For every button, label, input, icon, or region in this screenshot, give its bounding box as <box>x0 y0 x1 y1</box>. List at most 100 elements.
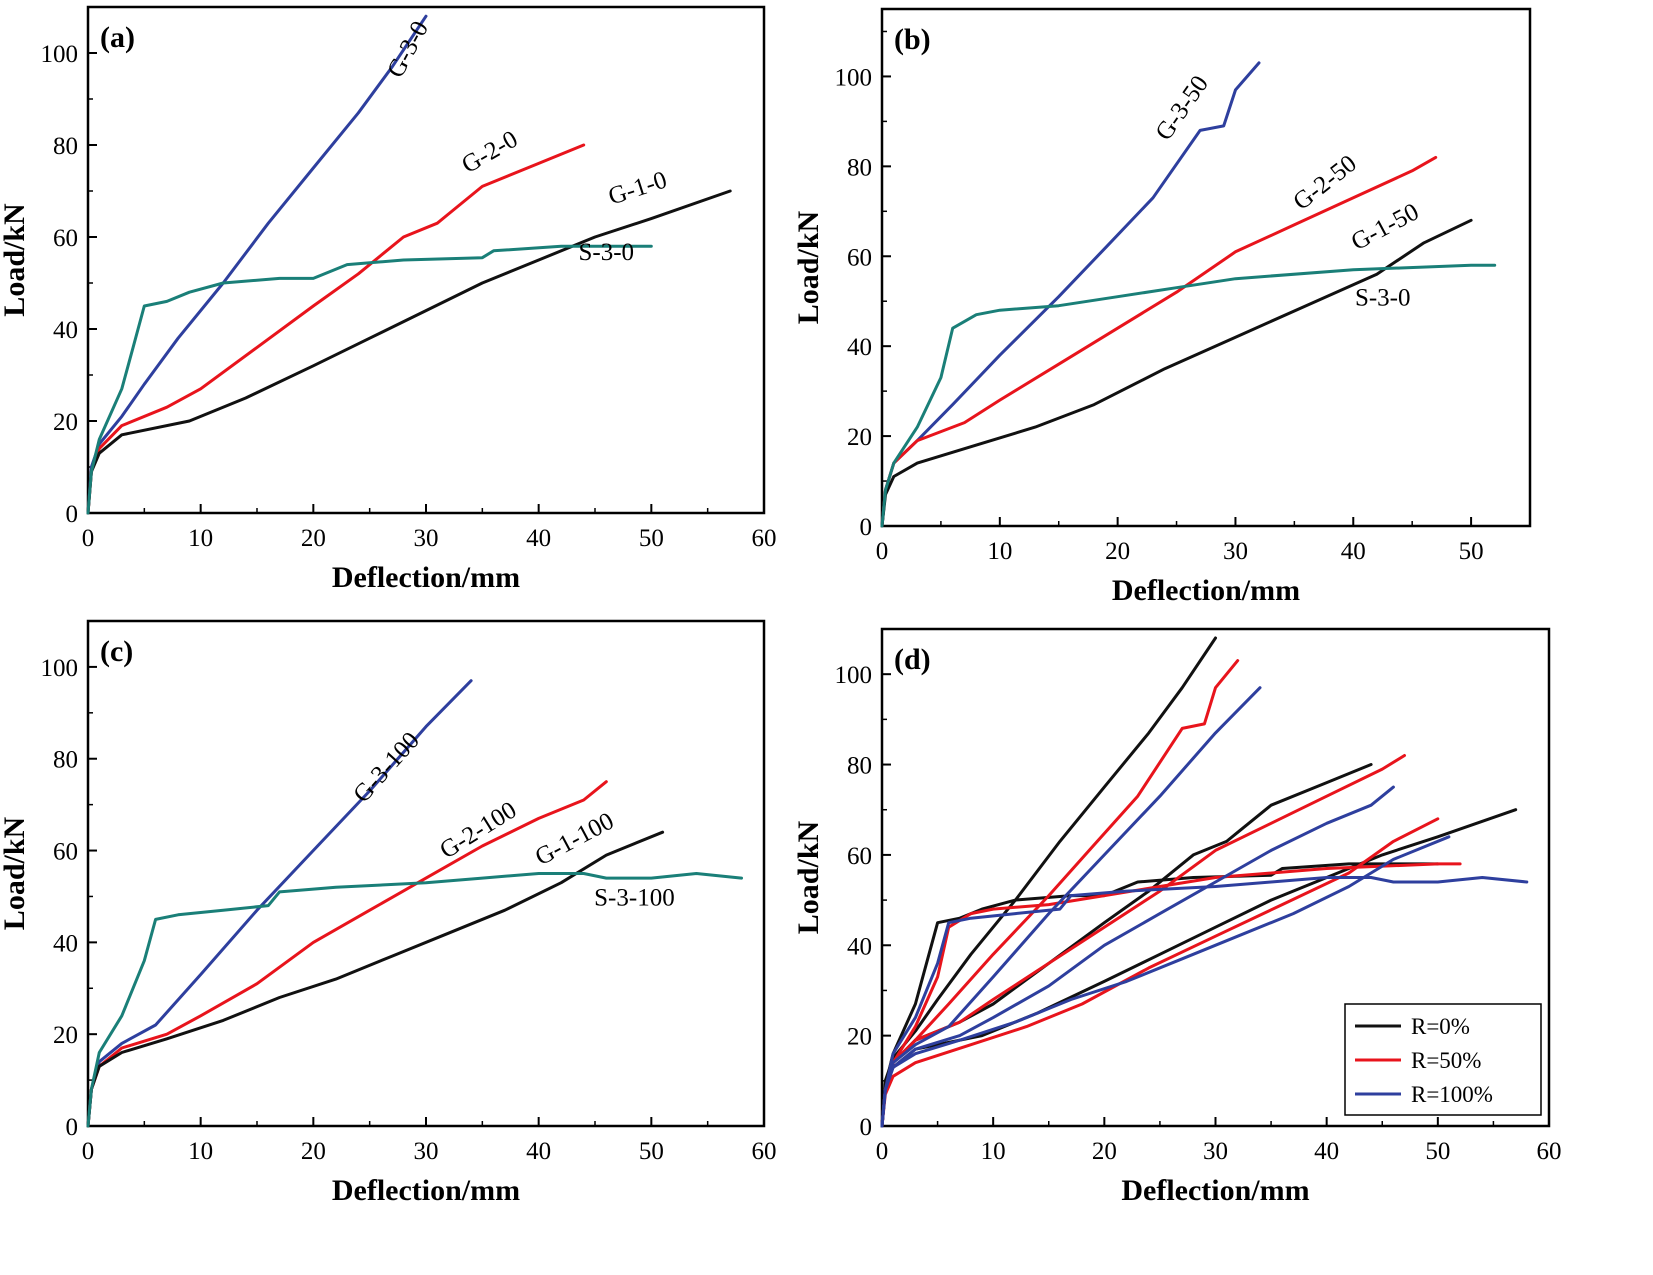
series-label: G-3-100 <box>348 727 425 808</box>
y-tick-label: 40 <box>53 317 78 344</box>
x-tick-label: 0 <box>876 538 889 565</box>
y-tick-label: 60 <box>53 225 78 252</box>
series-line <box>880 636 1217 1128</box>
x-tick-label: 0 <box>82 525 95 552</box>
y-tick-label: 0 <box>860 514 873 541</box>
x-tick-label: 30 <box>414 1138 439 1165</box>
x-tick-label: 10 <box>987 538 1012 565</box>
panel-label: (c) <box>100 635 133 668</box>
y-tick-label: 80 <box>847 753 872 780</box>
series-label: G-3-50 <box>1150 71 1214 146</box>
x-tick-label: 30 <box>414 525 439 552</box>
series-line <box>880 835 1451 1128</box>
y-tick-label: 20 <box>847 1024 872 1051</box>
panel-c: 0 10 20 30 40 50 60 0 20 40 60 80 100 Deflection/mm Lo… <box>0 619 777 1207</box>
series-line <box>880 785 1395 1128</box>
series-line <box>880 862 1462 1128</box>
series-label: S-3-100 <box>594 885 675 912</box>
series-label: G-2-50 <box>1288 150 1362 216</box>
x-tick-label: 30 <box>1203 1138 1228 1165</box>
x-tick-label: 60 <box>752 525 777 552</box>
series-line <box>86 780 608 1128</box>
x-axis-title: Deflection/mm <box>1121 1174 1309 1207</box>
y-tick-label: 80 <box>847 154 872 181</box>
x-axis-title: Deflection/mm <box>332 1174 520 1207</box>
x-tick-label: 50 <box>1425 1138 1450 1165</box>
x-tick-label: 60 <box>1537 1138 1562 1165</box>
x-tick-label: 20 <box>301 1138 326 1165</box>
x-tick-label: 0 <box>82 1138 95 1165</box>
y-tick-label: 100 <box>41 41 79 68</box>
panel-label: (b) <box>894 23 931 56</box>
series-label: G-2-100 <box>435 797 521 865</box>
x-tick-label: 40 <box>1341 538 1366 565</box>
x-tick-label: 50 <box>639 1138 664 1165</box>
y-tick-label: 60 <box>53 839 78 866</box>
y-axis-title: Load/kN <box>792 820 825 934</box>
x-tick-label: 60 <box>752 1138 777 1165</box>
y-tick-label: 20 <box>53 409 78 436</box>
series-line <box>86 14 428 515</box>
y-axis-title: Load/kN <box>0 816 31 930</box>
y-axis-title: Load/kN <box>0 203 31 317</box>
series-label: G-1-50 <box>1347 198 1423 256</box>
panel-b: 0 10 20 30 40 50 0 20 40 60 80 100 Deflection/mm Load… <box>792 7 1532 607</box>
y-tick-label: 80 <box>53 747 78 774</box>
series-line <box>86 244 653 515</box>
y-tick-label: 20 <box>53 1022 78 1049</box>
x-tick-label: 20 <box>1092 1138 1117 1165</box>
y-tick-label: 40 <box>847 933 872 960</box>
x-tick-label: 0 <box>876 1138 889 1165</box>
x-tick-label: 20 <box>301 525 326 552</box>
y-tick-label: 100 <box>835 662 873 689</box>
series-line <box>880 763 1373 1128</box>
series-line <box>86 189 732 515</box>
series-line <box>880 754 1406 1128</box>
y-tick-label: 0 <box>860 1114 873 1141</box>
series-label: S-3-0 <box>578 239 634 266</box>
series-line <box>880 155 1438 528</box>
legend-label: R=0% <box>1411 1014 1470 1039</box>
series-line <box>880 817 1440 1128</box>
series-label: G-1-0 <box>605 166 670 210</box>
x-tick-label: 10 <box>981 1138 1006 1165</box>
y-tick-label: 40 <box>847 334 872 361</box>
series-label: G-2-0 <box>457 126 522 179</box>
series-label: S-3-0 <box>1355 285 1411 312</box>
plot-frame <box>880 7 1532 528</box>
y-tick-label: 40 <box>53 930 78 957</box>
x-axis-title: Deflection/mm <box>332 561 520 594</box>
panel-d: 0 10 20 30 40 50 60 0 20 40 60 80 100 Deflection/mm Lo… <box>792 627 1562 1207</box>
legend-label: R=100% <box>1411 1082 1493 1107</box>
series-line <box>86 872 743 1128</box>
y-tick-label: 100 <box>41 655 79 682</box>
x-tick-label: 50 <box>1459 538 1484 565</box>
series-line <box>880 218 1473 528</box>
series-label: G-3-0 <box>382 17 434 82</box>
x-tick-label: 40 <box>526 525 551 552</box>
legend-label: R=50% <box>1411 1048 1481 1073</box>
panel-label: (d) <box>894 643 931 676</box>
plot-frame <box>86 619 766 1128</box>
series-line <box>86 830 665 1128</box>
x-tick-label: 20 <box>1105 538 1130 565</box>
series-line <box>880 686 1262 1128</box>
series-line <box>880 876 1529 1128</box>
y-tick-label: 60 <box>847 244 872 271</box>
series-line <box>880 263 1497 528</box>
x-tick-label: 40 <box>1314 1138 1339 1165</box>
y-tick-label: 100 <box>835 64 873 91</box>
x-tick-label: 50 <box>639 525 664 552</box>
x-tick-label: 40 <box>526 1138 551 1165</box>
y-tick-label: 20 <box>847 424 872 451</box>
x-tick-label: 30 <box>1223 538 1248 565</box>
y-tick-label: 60 <box>847 843 872 870</box>
panel-a: 0 10 20 30 40 50 60 0 20 40 60 80 100 Deflection/mm Lo… <box>0 5 777 594</box>
panel-label: (a) <box>100 21 135 54</box>
series-line <box>86 143 586 515</box>
y-tick-label: 0 <box>66 501 79 528</box>
y-tick-label: 0 <box>66 1114 79 1141</box>
y-tick-label: 80 <box>53 133 78 160</box>
y-axis-title: Load/kN <box>792 210 825 324</box>
